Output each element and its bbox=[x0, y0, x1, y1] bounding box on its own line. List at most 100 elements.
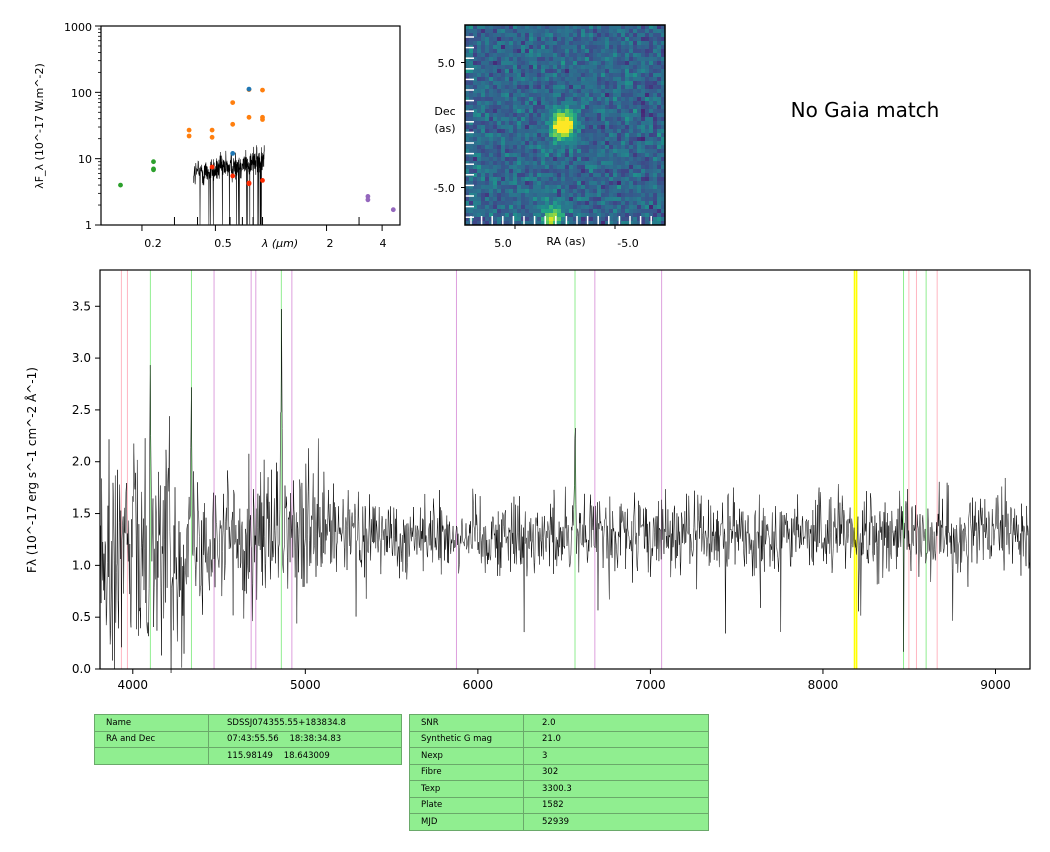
image-pixel bbox=[597, 129, 602, 134]
image-pixel bbox=[625, 77, 630, 82]
image-pixel bbox=[473, 53, 478, 58]
image-pixel bbox=[465, 121, 470, 126]
image-pixel bbox=[577, 165, 582, 170]
image-pixel bbox=[597, 197, 602, 202]
image-pixel bbox=[589, 173, 594, 178]
image-pixel bbox=[621, 97, 626, 102]
image-pixel bbox=[545, 181, 550, 186]
image-pixel bbox=[645, 81, 650, 86]
image-pixel bbox=[661, 141, 666, 146]
image-pixel bbox=[533, 73, 538, 78]
image-pixel bbox=[469, 117, 474, 122]
image-pixel bbox=[621, 117, 626, 122]
image-pixel bbox=[545, 153, 550, 158]
image-pixel bbox=[617, 133, 622, 138]
image-pixel bbox=[565, 61, 570, 66]
image-pixel bbox=[489, 105, 494, 110]
image-pixel bbox=[513, 65, 518, 70]
image-pixel bbox=[517, 97, 522, 102]
image-pixel bbox=[529, 177, 534, 182]
image-pixel bbox=[597, 133, 602, 138]
image-pixel bbox=[605, 129, 610, 134]
image-pixel bbox=[581, 65, 586, 70]
image-pixel bbox=[593, 109, 598, 114]
image-pixel bbox=[465, 137, 470, 142]
image-pixel bbox=[633, 25, 638, 30]
image-pixel bbox=[557, 85, 562, 90]
image-pixel bbox=[549, 145, 554, 150]
image-pixel bbox=[633, 161, 638, 166]
image-pixel bbox=[493, 125, 498, 130]
image-pixel bbox=[557, 53, 562, 58]
image-pixel bbox=[645, 45, 650, 50]
image-pixel bbox=[581, 205, 586, 210]
image-pixel bbox=[645, 61, 650, 66]
image-pixel bbox=[633, 125, 638, 130]
image-pixel bbox=[533, 77, 538, 82]
image-pixel bbox=[529, 185, 534, 190]
image-pixel bbox=[509, 117, 514, 122]
table-row: Synthetic G mag 21.0 bbox=[409, 730, 709, 748]
image-pixel bbox=[545, 193, 550, 198]
image-pixel bbox=[621, 109, 626, 114]
image-pixel bbox=[649, 73, 654, 78]
image-pixel bbox=[533, 121, 538, 126]
image-pixel bbox=[553, 81, 558, 86]
image-pixel bbox=[597, 141, 602, 146]
image-pixel bbox=[637, 157, 642, 162]
image-pixel bbox=[577, 221, 582, 226]
table-value-cell: 2.0 bbox=[523, 714, 709, 732]
image-pixel bbox=[553, 157, 558, 162]
image-pixel bbox=[529, 101, 534, 106]
image-pixel bbox=[465, 57, 470, 62]
image-pixel bbox=[621, 189, 626, 194]
image-pixel bbox=[557, 177, 562, 182]
image-pixel bbox=[593, 137, 598, 142]
image-pixel bbox=[477, 53, 482, 58]
image-pixel bbox=[469, 133, 474, 138]
image-pixel bbox=[641, 161, 646, 166]
image-pixel bbox=[565, 181, 570, 186]
image-pixel bbox=[609, 69, 614, 74]
image-pixel bbox=[553, 93, 558, 98]
image-pixel bbox=[589, 149, 594, 154]
image-pixel bbox=[585, 169, 590, 174]
image-pixel bbox=[465, 97, 470, 102]
image-pixel bbox=[529, 213, 534, 218]
image-pixel bbox=[581, 221, 586, 226]
image-pixel bbox=[597, 85, 602, 90]
image-pixel bbox=[529, 97, 534, 102]
image-pixel bbox=[625, 73, 630, 78]
image-pixel bbox=[657, 101, 662, 106]
image-pixel bbox=[505, 73, 510, 78]
image-pixel bbox=[517, 185, 522, 190]
image-pixel bbox=[593, 165, 598, 170]
image-pixel bbox=[505, 69, 510, 74]
image-pixel bbox=[481, 201, 486, 206]
image-pixel bbox=[573, 165, 578, 170]
image-pixel bbox=[585, 85, 590, 90]
image-pixel bbox=[633, 133, 638, 138]
image-pixel bbox=[501, 113, 506, 118]
image-pixel bbox=[593, 117, 598, 122]
image-pixel bbox=[465, 165, 470, 170]
image-pixel bbox=[517, 81, 522, 86]
image-pixel bbox=[621, 37, 626, 42]
image-pixel bbox=[485, 149, 490, 154]
image-pixel bbox=[521, 201, 526, 206]
image-pixel bbox=[545, 41, 550, 46]
image-pixel bbox=[641, 177, 646, 182]
image-pixel bbox=[657, 85, 662, 90]
image-pixel bbox=[589, 133, 594, 138]
image-pixel bbox=[605, 209, 610, 214]
image-pixel bbox=[505, 65, 510, 70]
image-pixel bbox=[513, 25, 518, 30]
image-pixel bbox=[569, 157, 574, 162]
image-pixel bbox=[549, 149, 554, 154]
image-pixel bbox=[589, 189, 594, 194]
image-pixel bbox=[469, 153, 474, 158]
image-pixel bbox=[525, 45, 530, 50]
image-pixel bbox=[521, 25, 526, 30]
image-pixel bbox=[589, 65, 594, 70]
image-pixel bbox=[521, 85, 526, 90]
